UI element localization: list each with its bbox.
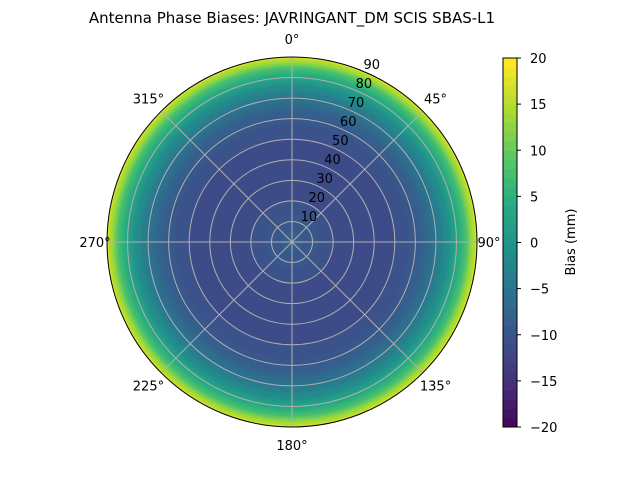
- colorbar-segment: [503, 380, 517, 391]
- theta-label: 315°: [133, 92, 164, 107]
- colorbar-segment: [503, 196, 517, 207]
- colorbar-segment: [503, 408, 517, 419]
- colorbar-segment: [503, 362, 517, 373]
- colorbar-segment: [503, 242, 517, 253]
- colorbar-tick-label: −20: [530, 421, 557, 436]
- colorbar-segment: [503, 141, 517, 151]
- radial-tick-label: 70: [348, 96, 365, 111]
- colorbar-segment: [503, 122, 517, 133]
- colorbar-segment: [503, 104, 517, 114]
- colorbar-tick-label: −15: [530, 375, 557, 390]
- polar-frame: [106, 56, 478, 428]
- colorbar-segment: [503, 417, 517, 428]
- radial-tick-label: 90: [364, 58, 381, 73]
- colorbar-segment: [503, 58, 517, 68]
- theta-label: 180°: [276, 439, 307, 454]
- colorbar-label: Bias (mm): [564, 209, 579, 276]
- theta-label: 270°: [79, 236, 110, 251]
- radial-tick-label: 20: [308, 191, 325, 206]
- colorbar-segment: [503, 94, 517, 105]
- colorbar-segment: [503, 150, 517, 160]
- theta-gridline: [291, 110, 424, 243]
- radial-tick-label: 40: [324, 153, 341, 168]
- theta-gridline: [160, 241, 293, 374]
- chart-title: Antenna Phase Biases: JAVRINGANT_DM SCIS…: [89, 9, 495, 28]
- theta-label: 0°: [285, 33, 300, 48]
- colorbar-tick-label: 10: [530, 144, 547, 159]
- colorbar-segment: [503, 113, 517, 124]
- colorbar: [503, 58, 517, 428]
- colorbar-segment: [503, 334, 517, 345]
- colorbar-segment: [503, 85, 517, 96]
- colorbar-segment: [503, 159, 517, 170]
- colorbar-segment: [503, 307, 517, 317]
- colorbar-segment: [503, 251, 517, 262]
- colorbar-tick-label: 5: [530, 190, 538, 205]
- colorbar-segment: [503, 187, 517, 197]
- colorbar-segment: [503, 214, 517, 225]
- colorbar-segment: [503, 371, 517, 382]
- colorbar-segment: [503, 270, 517, 280]
- theta-gridline: [291, 241, 424, 374]
- radial-tick-labels: 10 20 30 40 50 60 70 80 90: [301, 58, 380, 225]
- theta-tick-labels: 0° 45° 90° 135° 180° 225° 270° 315°: [79, 33, 500, 454]
- theta-label: 135°: [420, 380, 451, 395]
- colorbar-ticks: 20 15 10 5 0 −5 −10 −15 −20: [517, 52, 557, 436]
- colorbar-segment: [503, 297, 517, 308]
- theta-label: 45°: [424, 92, 447, 107]
- colorbar-segment: [503, 224, 517, 234]
- colorbar-segment: [503, 260, 517, 271]
- radial-tick-label: 50: [332, 134, 349, 149]
- theta-gridline: [160, 110, 293, 243]
- colorbar-tick-label: −5: [530, 283, 549, 298]
- theta-label: 90°: [477, 236, 500, 251]
- colorbar-segment: [503, 325, 517, 336]
- polar-grid: [107, 57, 477, 427]
- colorbar-segment: [503, 399, 517, 410]
- colorbar-segment: [503, 168, 517, 179]
- colorbar-segment: [503, 316, 517, 327]
- colorbar-segment: [503, 279, 517, 290]
- colorbar-segment: [503, 177, 517, 188]
- colorbar-segment: [503, 233, 517, 243]
- colorbar-segment: [503, 390, 517, 400]
- radial-tick-label: 80: [356, 77, 373, 92]
- colorbar-tick-label: −10: [530, 329, 557, 344]
- colorbar-segment: [503, 288, 517, 299]
- colorbar-tick-label: 20: [530, 52, 547, 67]
- colorbar-segment: [503, 343, 517, 354]
- colorbar-tick-label: 0: [530, 237, 538, 252]
- radial-tick-label: 30: [316, 172, 333, 187]
- colorbar-tick-label: 15: [530, 98, 547, 113]
- colorbar-segment: [503, 67, 517, 77]
- colorbar-segment: [503, 353, 517, 363]
- colorbar-segment: [503, 131, 517, 142]
- colorbar-segment: [503, 205, 517, 216]
- radial-tick-label: 60: [340, 115, 357, 130]
- theta-label: 225°: [133, 380, 164, 395]
- radial-tick-label: 10: [301, 210, 318, 225]
- colorbar-segment: [503, 76, 517, 87]
